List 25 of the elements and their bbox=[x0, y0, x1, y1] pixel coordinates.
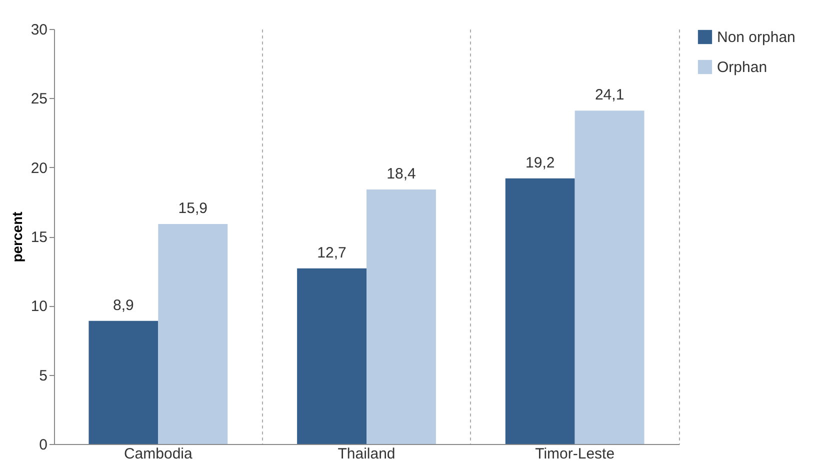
y-axis-title: percent bbox=[8, 211, 25, 262]
bar bbox=[297, 268, 366, 444]
bar bbox=[88, 320, 158, 444]
bar bbox=[505, 178, 575, 444]
bar bbox=[366, 189, 436, 444]
y-tick-label: 10 bbox=[30, 298, 48, 316]
y-tick-label: 0 bbox=[39, 436, 48, 454]
x-tick-label: Cambodia bbox=[124, 446, 194, 462]
data-label: 12,7 bbox=[317, 244, 346, 262]
bar bbox=[158, 224, 228, 444]
legend-label: Orphan bbox=[717, 59, 768, 76]
data-label: 24,1 bbox=[594, 86, 624, 104]
y-tick-label: 20 bbox=[30, 160, 48, 177]
data-label: 15,9 bbox=[178, 200, 208, 218]
y-tick-label: 30 bbox=[30, 22, 48, 38]
legend-label: Non orphan bbox=[717, 29, 796, 46]
y-tick-label: 15 bbox=[30, 229, 48, 246]
x-tick-label: Timor-Leste bbox=[535, 446, 615, 462]
y-tick-label: 25 bbox=[30, 90, 48, 108]
x-tick-label: Thailand bbox=[338, 446, 396, 462]
y-tick-label: 5 bbox=[39, 367, 48, 384]
data-label: 8,9 bbox=[113, 296, 134, 314]
data-label: 19,2 bbox=[526, 154, 555, 172]
bar bbox=[574, 110, 644, 444]
data-label: 18,4 bbox=[386, 165, 416, 182]
